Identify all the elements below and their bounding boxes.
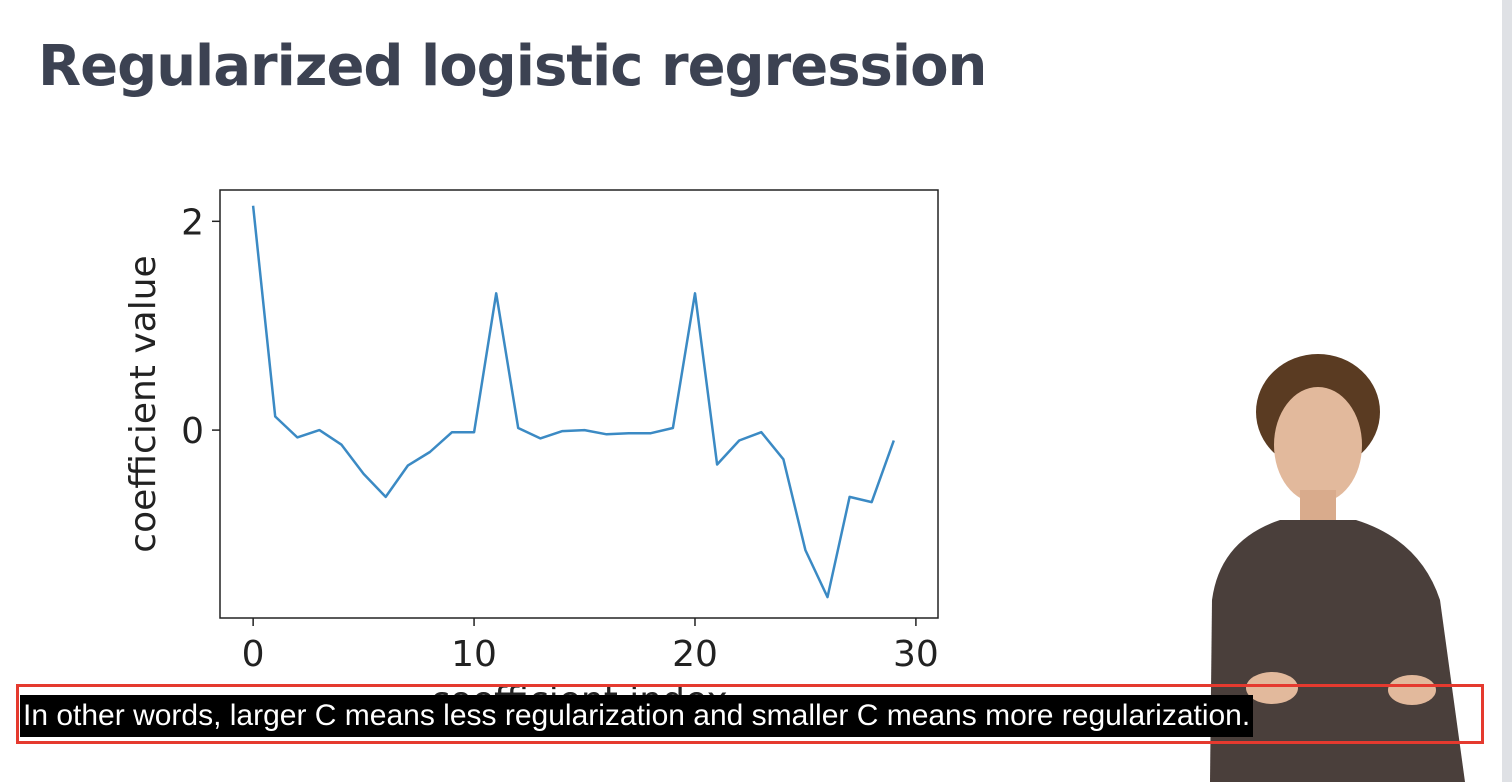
y-tick-label: 2 bbox=[181, 202, 204, 243]
x-tick-label: 10 bbox=[451, 634, 497, 675]
presenter-torso bbox=[1210, 520, 1465, 782]
presenter-video bbox=[1210, 354, 1465, 782]
presenter-hand-right bbox=[1388, 675, 1436, 705]
axis-ticks: 0 10 20 30 0 2 bbox=[181, 202, 939, 675]
plot-frame bbox=[219, 189, 939, 619]
series-line-0 bbox=[251, 205, 895, 599]
slide-title: Regularized logistic regression bbox=[38, 34, 987, 99]
x-tick-label: 0 bbox=[242, 634, 265, 675]
x-tick-label: 20 bbox=[672, 634, 718, 675]
caption-text: In other words, larger C means less regu… bbox=[20, 695, 1254, 737]
x-tick-label: 30 bbox=[893, 634, 939, 675]
presenter-hand-left bbox=[1246, 672, 1298, 704]
series-layer bbox=[251, 205, 895, 599]
scrollbar-track[interactable] bbox=[1502, 0, 1512, 782]
y-tick-label: 0 bbox=[181, 411, 204, 452]
y-axis-label: coefficient value bbox=[123, 255, 164, 552]
caption-highlight-box bbox=[16, 684, 1484, 744]
presenter-face bbox=[1274, 387, 1362, 503]
